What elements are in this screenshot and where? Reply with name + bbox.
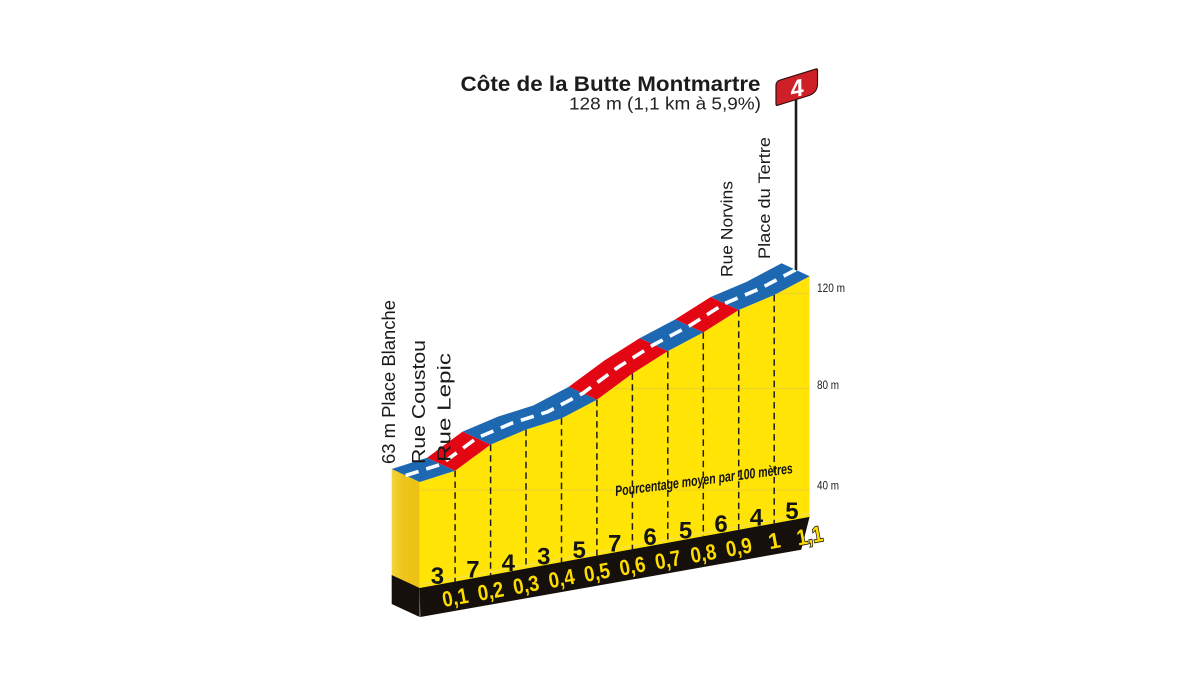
svg-text:128 m (1,1 km à 5,9%): 128 m (1,1 km à 5,9%) <box>569 94 761 114</box>
svg-text:Rue Norvins: Rue Norvins <box>718 181 737 277</box>
svg-text:0,8: 0,8 <box>688 539 718 568</box>
svg-text:63 m Place Blanche: 63 m Place Blanche <box>378 300 399 464</box>
svg-text:0,9: 0,9 <box>724 532 754 561</box>
svg-text:0,7: 0,7 <box>653 545 683 574</box>
svg-text:0,3: 0,3 <box>511 570 541 599</box>
svg-text:Place du Tertre: Place du Tertre <box>755 137 774 259</box>
svg-text:0,4: 0,4 <box>547 564 578 593</box>
svg-text:4: 4 <box>502 550 516 577</box>
svg-text:40 m: 40 m <box>817 481 839 493</box>
svg-text:3: 3 <box>431 563 444 590</box>
svg-text:4: 4 <box>787 74 807 103</box>
svg-text:Côte de la Butte Montmartre: Côte de la Butte Montmartre <box>461 72 761 96</box>
svg-text:6: 6 <box>714 511 727 538</box>
svg-text:0,2: 0,2 <box>476 576 506 605</box>
svg-text:7: 7 <box>466 556 479 583</box>
svg-text:5: 5 <box>679 518 692 545</box>
svg-text:0,1: 0,1 <box>440 583 470 612</box>
svg-text:80 m: 80 m <box>817 380 839 392</box>
svg-text:1,1: 1,1 <box>795 521 825 550</box>
svg-text:5: 5 <box>573 537 586 564</box>
svg-text:3: 3 <box>537 543 550 570</box>
svg-text:5: 5 <box>785 498 798 525</box>
svg-text:120 m: 120 m <box>817 283 845 295</box>
svg-text:0,5: 0,5 <box>582 558 612 587</box>
svg-text:4: 4 <box>750 505 764 532</box>
svg-text:0,6: 0,6 <box>617 551 647 580</box>
svg-text:6: 6 <box>643 524 656 551</box>
svg-text:1: 1 <box>766 527 782 554</box>
svg-text:7: 7 <box>608 531 621 558</box>
svg-text:Rue Lepic: Rue Lepic <box>433 353 454 462</box>
svg-text:Rue Coustou: Rue Coustou <box>408 340 429 464</box>
